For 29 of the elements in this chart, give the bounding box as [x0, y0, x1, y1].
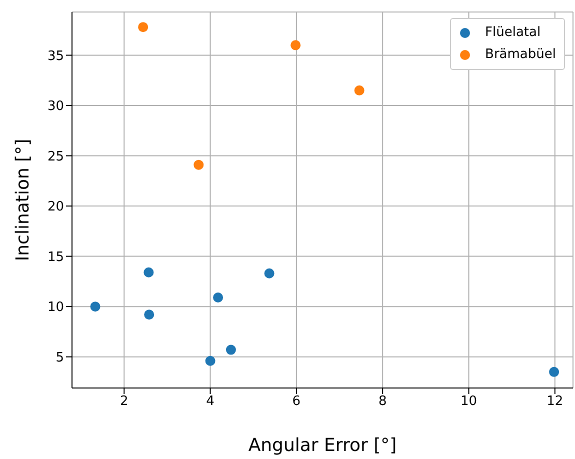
x-tick-label: 4 — [206, 394, 214, 410]
y-tick-label: 5 — [56, 350, 64, 366]
y-tick-label: 35 — [47, 48, 64, 64]
x-tick-label: 10 — [460, 394, 478, 410]
point — [205, 356, 216, 366]
y-tick-label: 15 — [47, 250, 64, 265]
y-tick-label: 25 — [47, 149, 64, 164]
y-axis-title: Inclination [°] — [12, 138, 34, 262]
y-tick-label: 10 — [47, 300, 64, 316]
point — [144, 267, 154, 278]
x-tick-label: 12 — [546, 394, 564, 410]
point — [549, 366, 560, 377]
point — [144, 310, 154, 320]
x-axis-title: Angular Error [°] — [248, 434, 397, 456]
y-tick-label: 30 — [47, 99, 64, 114]
point — [226, 344, 236, 355]
point — [354, 85, 364, 96]
x-tick-label: 6 — [292, 394, 301, 410]
x-tick-label: 8 — [378, 394, 387, 410]
point — [194, 160, 204, 170]
point — [290, 40, 301, 50]
legend-label: Flüelatal — [485, 24, 541, 42]
point — [264, 268, 274, 278]
point — [138, 22, 148, 32]
point — [90, 302, 100, 312]
x-tick-label: 2 — [120, 394, 128, 410]
y-tick-label: 20 — [47, 200, 64, 215]
point — [213, 292, 224, 303]
legend-label: Brämabüel — [485, 46, 556, 64]
